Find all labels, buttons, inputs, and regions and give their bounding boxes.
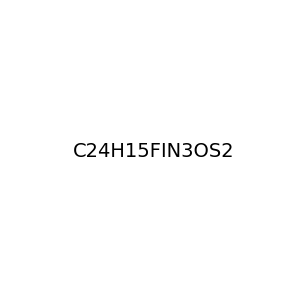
- Text: C24H15FIN3OS2: C24H15FIN3OS2: [73, 142, 235, 161]
